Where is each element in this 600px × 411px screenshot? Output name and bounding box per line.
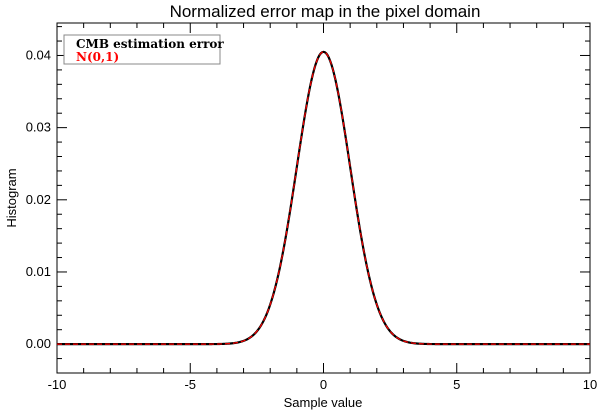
x-tick-label: 5 xyxy=(453,377,460,392)
legend-box xyxy=(63,34,221,65)
plot-frame xyxy=(56,22,591,374)
y-tick-label: 0.00 xyxy=(26,336,51,351)
x-tick-label: -5 xyxy=(184,377,196,392)
legend-entry-cmb-estimation-error: CMB estimation error xyxy=(76,37,224,51)
x-tick-label: -10 xyxy=(48,377,67,392)
y-axis-tick-labels: 0.00 0.01 0.02 0.03 0.04 xyxy=(26,47,51,351)
x-axis-label: Sample value xyxy=(284,395,363,410)
series-layer xyxy=(57,50,590,346)
x-axis-tick-labels: -10 -5 0 5 10 xyxy=(48,377,598,392)
y-tick-label: 0.01 xyxy=(26,264,51,279)
series-line-cmb-estimation-error xyxy=(57,50,590,346)
x-axis-ticks xyxy=(56,23,591,373)
y-tick-label: 0.03 xyxy=(26,120,51,135)
y-tick-label: 0.04 xyxy=(26,47,51,62)
y-axis-ticks xyxy=(57,26,590,374)
x-tick-label: 10 xyxy=(583,377,597,392)
x-tick-label: 0 xyxy=(320,377,327,392)
series-line-normal xyxy=(57,51,590,345)
legend-entry-normal: N(0,1) xyxy=(76,50,119,64)
y-axis-label: Histogram xyxy=(4,168,19,227)
legend: CMB estimation error N(0,1) xyxy=(63,34,224,65)
chart-title: Normalized error map in the pixel domain xyxy=(170,2,481,21)
y-tick-label: 0.02 xyxy=(26,192,51,207)
